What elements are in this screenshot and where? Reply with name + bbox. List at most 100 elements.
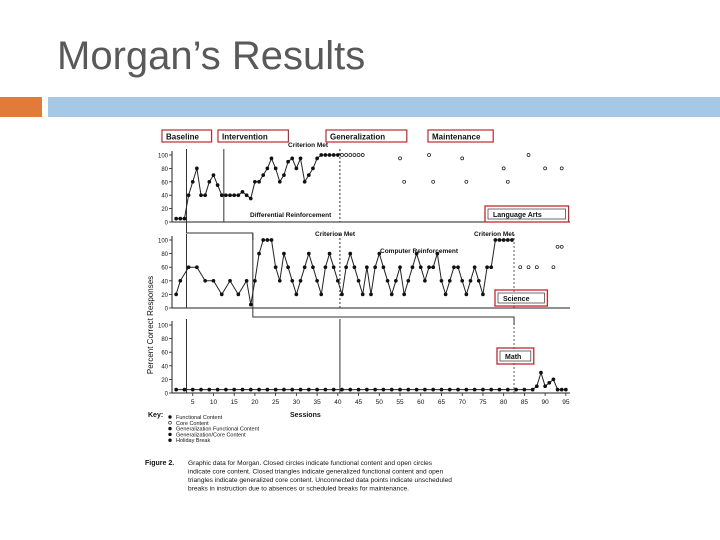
x-tick-label: 5 [191,399,195,406]
phase-box [325,129,408,143]
data-point [406,387,411,392]
data-point [215,183,220,188]
data-point [232,387,237,392]
data-point [431,179,436,184]
y-tick-label: 20 [161,378,168,384]
data-point [559,387,564,392]
data-point [211,278,216,283]
data-point [323,265,328,270]
x-tick-label: 85 [521,399,529,406]
data-point [261,173,266,177]
data-point [427,265,431,270]
data-point [414,387,419,392]
series-line [176,370,566,391]
y-tick-label: 40 [161,279,168,285]
data-point [302,265,307,270]
data-point [186,193,191,198]
data-point [182,216,187,221]
data-point [418,265,423,270]
data-point [174,216,178,221]
chart-annotation: Computer Reinforcement [380,248,459,255]
data-point [302,179,307,184]
data-point [195,265,199,270]
data-point [282,251,286,256]
chart-annotation: Criterion Met [288,142,329,149]
y-tick-label: 0 [165,307,169,313]
panel-label-box [484,205,570,223]
phase-box [427,129,494,143]
x-tick-label: 60 [417,399,425,406]
data-point [505,387,510,392]
data-point [174,387,178,392]
data-point [190,179,195,184]
panel-label-frame [487,208,566,220]
data-point [207,387,212,392]
data-point [460,156,465,161]
data-point [559,166,564,171]
data-point [468,278,473,283]
data-point [385,278,390,283]
data-point [551,265,556,270]
data-point [228,278,232,283]
caption-text: Graphic data for Morgan. Closed circles … [188,460,433,467]
data-point [489,265,494,270]
data-point [203,193,208,198]
data-point [394,278,398,283]
accent-block [0,97,42,117]
data-point [356,278,361,283]
x-tick-label: 40 [334,399,342,406]
data-point [522,387,527,392]
data-point [244,193,249,198]
data-point [265,387,270,392]
data-point [360,292,365,297]
y-tick-label: 60 [161,266,168,272]
chart-annotation: Criterion Met [474,231,515,238]
results-figure: Baseline Intervention Generalization Mainte… [140,125,580,505]
data-point [464,387,469,392]
data-point [190,387,195,392]
phase-label: Intervention [222,133,268,142]
data-point [373,265,377,270]
data-point [306,387,311,392]
y-tick-label: 0 [165,392,169,398]
data-point [273,166,278,171]
key-item: Generalization/Core Content [176,432,246,438]
data-point [323,153,328,157]
data-point [265,166,270,171]
data-point [327,251,332,256]
x-axis-label: Sessions [290,412,321,419]
panel-label: Language Arts [493,212,542,219]
data-point [460,278,465,283]
series-line [176,154,338,220]
data-point [340,153,344,157]
data-point [447,387,452,392]
data-point [539,370,543,375]
data-point [439,387,444,392]
y-tick-label: 20 [161,293,168,299]
data-point [211,173,216,177]
data-point [207,179,212,184]
data-point [290,156,295,161]
data-point [273,387,278,392]
x-tick-label: 95 [562,399,570,406]
data-point [186,265,191,270]
data-point [518,265,523,270]
data-point [555,244,560,249]
panel-label-box [494,289,549,307]
panel-label-box [496,347,535,365]
x-tick-label: 55 [396,399,404,406]
data-point [489,387,494,392]
data-point [356,387,361,392]
data-point [410,265,415,270]
key-marker [168,426,172,431]
data-point [427,153,431,157]
y-tick-label: 60 [161,351,168,357]
data-point [402,292,407,297]
phase-step-connector [186,222,254,240]
caption-label: Figure 2. [145,460,174,467]
data-point [261,238,266,242]
chart-annotation: Differential Reinforcement [250,212,332,219]
data-point [389,292,394,297]
data-point [551,377,556,382]
data-point [348,153,353,157]
